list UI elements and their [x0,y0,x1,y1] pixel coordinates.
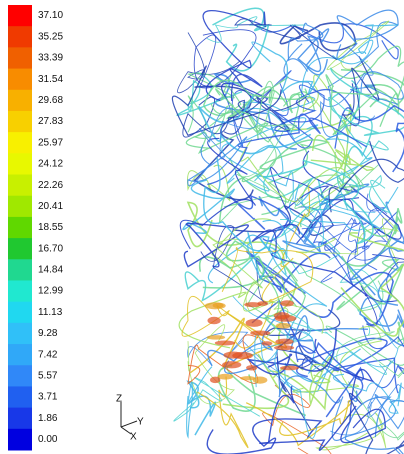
colorbar-label: 1.86 [38,413,58,424]
colorbar-label: 0.00 [38,434,58,445]
hot-spot [274,345,294,350]
colorbar-label: 12.99 [38,286,63,297]
y-axis [121,421,137,427]
colorbar-band [8,217,32,239]
colorbar-label: 5.57 [38,370,58,381]
hot-spot [276,323,291,329]
colorbar-label: 18.55 [38,222,63,233]
colorbar-label: 7.42 [38,349,58,360]
colorbar-band [8,344,32,366]
colorbar-label: 33.39 [38,53,63,64]
colorbar-label: 31.54 [38,74,63,85]
y-label: Y [137,417,144,428]
hot-spot [246,365,257,370]
colorbar-label: 14.84 [38,265,63,276]
colorbar-label: 25.97 [38,137,63,148]
colorbar-band [8,175,32,197]
hot-spot [244,302,261,307]
hot-spot [222,361,241,368]
colorbar-band [8,5,32,27]
colorbar-band [8,132,32,154]
streamline [197,377,248,448]
colorbar-band [8,386,32,408]
colorbar-band [8,408,32,430]
hot-spot [280,300,294,306]
colorbar-band [8,69,32,91]
colorbar-label: 35.25 [38,31,63,42]
colorbar-label: 22.26 [38,180,63,191]
colorbar-band [8,323,32,345]
colorbar-label: 20.41 [38,201,63,212]
hot-spot [207,335,226,340]
x-label: X [130,432,137,443]
colorbar-label: 9.28 [38,328,58,339]
colorbar-band [8,47,32,69]
hot-spot [240,376,256,380]
hot-spot [275,339,293,345]
hot-spot [246,319,263,327]
colorbar-band [8,302,32,324]
streamline [194,30,256,88]
colorbar-band [8,153,32,175]
z-label: Z [116,394,122,405]
colorbar [8,5,32,451]
colorbar-label: 37.10 [38,10,63,21]
colorbar-label: 27.83 [38,116,63,127]
colorbar-labels: 37.10 35.25 33.39 31.54 29.68 27.83 25.97 24.12… [38,10,63,445]
streamlines [172,8,404,454]
colorbar-label: 3.71 [38,392,58,403]
colorbar-band [8,429,32,451]
colorbar-band [8,90,32,112]
streamline [246,401,352,446]
axes-triad [121,402,137,434]
colorbar-label: 16.70 [38,243,63,254]
hot-spot [274,312,290,319]
visualization: 37.10 35.25 33.39 31.54 29.68 27.83 25.97 24.12… [0,0,404,454]
colorbar-band [8,259,32,281]
colorbar-label: 29.68 [38,95,63,106]
colorbar-band [8,196,32,218]
hot-spot [250,330,270,335]
hot-spot [210,377,221,383]
hot-spot [223,352,242,359]
colorbar-band [8,26,32,48]
hot-spot [280,366,299,371]
colorbar-label: 24.12 [38,159,63,170]
hot-spot [261,341,272,345]
colorbar-band [8,238,32,260]
colorbar-band [8,365,32,387]
colorbar-label: 11.13 [38,307,63,318]
colorbar-band [8,111,32,133]
hot-spot [215,341,236,346]
hot-spot [207,317,220,325]
hot-spot [213,303,224,308]
colorbar-band [8,280,32,302]
